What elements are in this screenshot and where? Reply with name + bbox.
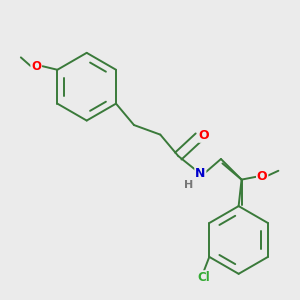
Text: N: N	[195, 167, 206, 180]
Text: Cl: Cl	[197, 271, 210, 284]
Text: O: O	[199, 129, 209, 142]
Text: O: O	[31, 60, 41, 73]
Text: O: O	[257, 170, 268, 183]
Text: H: H	[184, 181, 193, 190]
